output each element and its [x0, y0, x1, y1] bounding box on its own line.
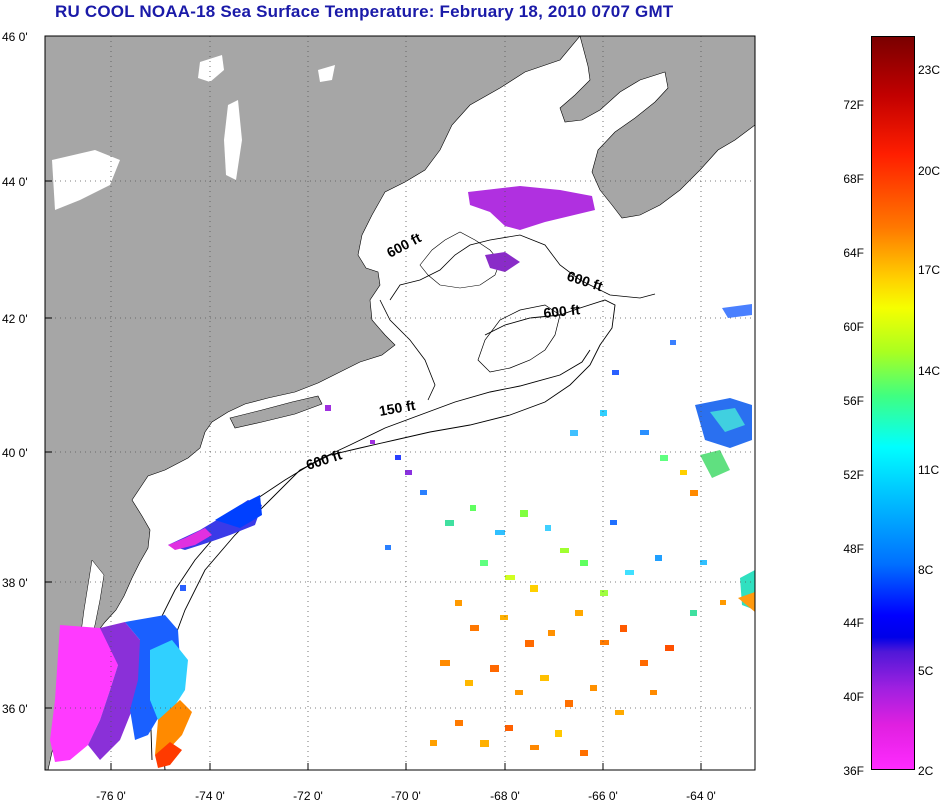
long-island — [229, 395, 323, 429]
map-title: RU COOL NOAA-18 Sea Surface Temperature:… — [55, 2, 674, 21]
colorbar-c-label: 17C — [918, 263, 941, 277]
colorbar-f-label: 36F — [843, 764, 864, 778]
colorbar-f-label: 56F — [843, 394, 864, 408]
colorbar-c-label: 8C — [918, 563, 934, 577]
lake-patch — [224, 100, 242, 180]
colorbar-c-label: 14C — [918, 364, 941, 378]
latitude-label: 38 0' — [2, 576, 28, 590]
lake-patch — [52, 150, 120, 210]
isobath-label: 600 ft — [543, 301, 581, 321]
georges-bank-contour — [477, 304, 561, 373]
longitude-label: -76 0' — [96, 789, 126, 803]
colorbar-f-label: 72F — [843, 98, 864, 112]
colorbar-f-label: 52F — [843, 468, 864, 482]
nova-scotia-land — [559, 36, 755, 219]
colorbar-c-label: 5C — [918, 664, 934, 678]
colorbar-f-label: 40F — [843, 690, 864, 704]
colorbar-c-label: 2C — [918, 764, 934, 778]
colorbar-f-label: 68F — [843, 172, 864, 186]
lat-lon-grid — [45, 36, 755, 770]
colorbar-f-label: 44F — [843, 616, 864, 630]
latitude-label: 46 0' — [2, 30, 28, 44]
longitude-label: -70 0' — [391, 789, 421, 803]
colorbar-c-label: 23C — [918, 63, 941, 77]
lake-patch — [318, 65, 335, 82]
longitude-label: -68 0' — [490, 789, 520, 803]
longitude-label: -72 0' — [293, 789, 323, 803]
colorbar-c-label: 20C — [918, 164, 941, 178]
latitude-label: 44 0' — [2, 175, 28, 189]
colorbar-c-label: 11C — [918, 463, 940, 477]
longitude-label: -74 0' — [195, 789, 225, 803]
axis-ticks — [45, 180, 702, 770]
sst-data-patches — [50, 186, 755, 768]
isobath-gulf-of-maine — [379, 234, 656, 401]
longitude-label: -66 0' — [588, 789, 618, 803]
lake-patch — [198, 55, 224, 82]
colorbar-f-label: 64F — [843, 246, 864, 260]
longitude-label: -64 0' — [686, 789, 716, 803]
temperature-colorbar — [871, 36, 915, 770]
map-frame — [44, 35, 756, 771]
colorbar-f-label: 60F — [843, 320, 864, 334]
sst-speckle-field — [180, 340, 726, 756]
latitude-label: 42 0' — [2, 312, 28, 326]
isobath-label: 150 ft — [378, 397, 417, 419]
colorbar-f-label: 48F — [843, 542, 864, 556]
isobath-600ft — [159, 299, 616, 770]
latitude-label: 40 0' — [2, 446, 28, 460]
latitude-label: 36 0' — [2, 702, 28, 716]
